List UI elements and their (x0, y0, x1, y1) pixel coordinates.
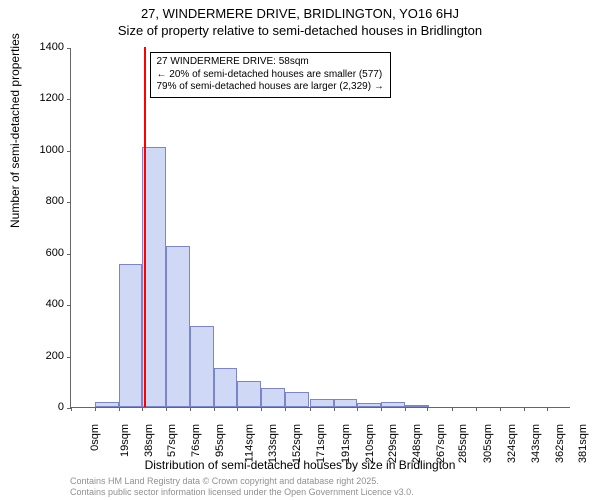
x-tick-mark (166, 407, 167, 411)
histogram-bar (214, 368, 238, 407)
y-tick-mark (67, 202, 71, 203)
y-tick-label: 1200 (24, 92, 64, 104)
x-tick-mark (214, 407, 215, 411)
y-tick-label: 1400 (24, 41, 64, 53)
x-tick-mark (119, 407, 120, 411)
annotation-line2: ← 20% of semi-detached houses are smalle… (157, 69, 384, 82)
footer-attribution: Contains HM Land Registry data © Crown c… (70, 476, 414, 498)
page-title-line2: Size of property relative to semi-detach… (0, 23, 600, 38)
x-tick-mark (405, 407, 406, 411)
histogram-bar (237, 381, 261, 407)
x-tick-mark (476, 407, 477, 411)
y-tick-mark (67, 305, 71, 306)
x-tick-mark (500, 407, 501, 411)
x-tick-mark (547, 407, 548, 411)
annotation-line1: 27 WINDERMERE DRIVE: 58sqm (157, 56, 384, 69)
histogram-bar (285, 392, 309, 407)
y-tick-label: 600 (24, 247, 64, 259)
x-tick-mark (334, 407, 335, 411)
histogram-bar (310, 399, 334, 407)
y-tick-label: 800 (24, 195, 64, 207)
y-tick-mark (67, 48, 71, 49)
y-tick-label: 1000 (24, 144, 64, 156)
y-tick-mark (67, 357, 71, 358)
histogram-bar (190, 326, 214, 407)
x-tick-mark (452, 407, 453, 411)
x-tick-label: 76sqm (190, 424, 202, 457)
y-tick-label: 0 (24, 401, 64, 413)
x-tick-mark (285, 407, 286, 411)
property-marker-line (144, 47, 146, 407)
y-axis-label: Number of semi-detached properties (8, 33, 22, 228)
x-tick-mark (142, 407, 143, 411)
chart-area: 02004006008001000120014000sqm19sqm38sqm5… (70, 48, 570, 408)
y-tick-mark (67, 99, 71, 100)
x-tick-label: 38sqm (143, 424, 155, 457)
y-tick-mark (67, 151, 71, 152)
y-tick-label: 400 (24, 298, 64, 310)
x-tick-label: 57sqm (166, 424, 178, 457)
x-tick-mark (427, 407, 428, 411)
x-tick-label: 114sqm (243, 424, 255, 462)
histogram-bar (381, 402, 405, 407)
footer-line1: Contains HM Land Registry data © Crown c… (70, 476, 414, 487)
x-tick-mark (95, 407, 96, 411)
x-tick-mark (261, 407, 262, 411)
histogram-bar (119, 264, 143, 407)
y-tick-mark (67, 254, 71, 255)
annotation-box: 27 WINDERMERE DRIVE: 58sqm← 20% of semi-… (150, 52, 391, 98)
plot-area: 02004006008001000120014000sqm19sqm38sqm5… (70, 48, 570, 408)
x-tick-label: 0sqm (89, 424, 101, 451)
x-axis-label: Distribution of semi-detached houses by … (0, 458, 600, 472)
x-tick-mark (190, 407, 191, 411)
x-tick-mark (310, 407, 311, 411)
histogram-bar (95, 402, 119, 407)
y-tick-label: 200 (24, 350, 64, 362)
page-title-line1: 27, WINDERMERE DRIVE, BRIDLINGTON, YO16 … (0, 6, 600, 21)
x-tick-mark (381, 407, 382, 411)
annotation-line3: 79% of semi-detached houses are larger (… (157, 81, 384, 94)
x-tick-mark (524, 407, 525, 411)
x-tick-label: 95sqm (214, 424, 226, 457)
histogram-bar (166, 246, 190, 407)
histogram-bar (261, 388, 285, 407)
x-tick-mark (71, 407, 72, 411)
x-tick-mark (357, 407, 358, 411)
histogram-bar (142, 147, 166, 407)
x-tick-label: 19sqm (119, 424, 131, 457)
histogram-bar (405, 405, 429, 407)
histogram-bar (334, 399, 358, 407)
x-tick-mark (237, 407, 238, 411)
footer-line2: Contains public sector information licen… (70, 487, 414, 498)
histogram-bar (357, 403, 381, 407)
